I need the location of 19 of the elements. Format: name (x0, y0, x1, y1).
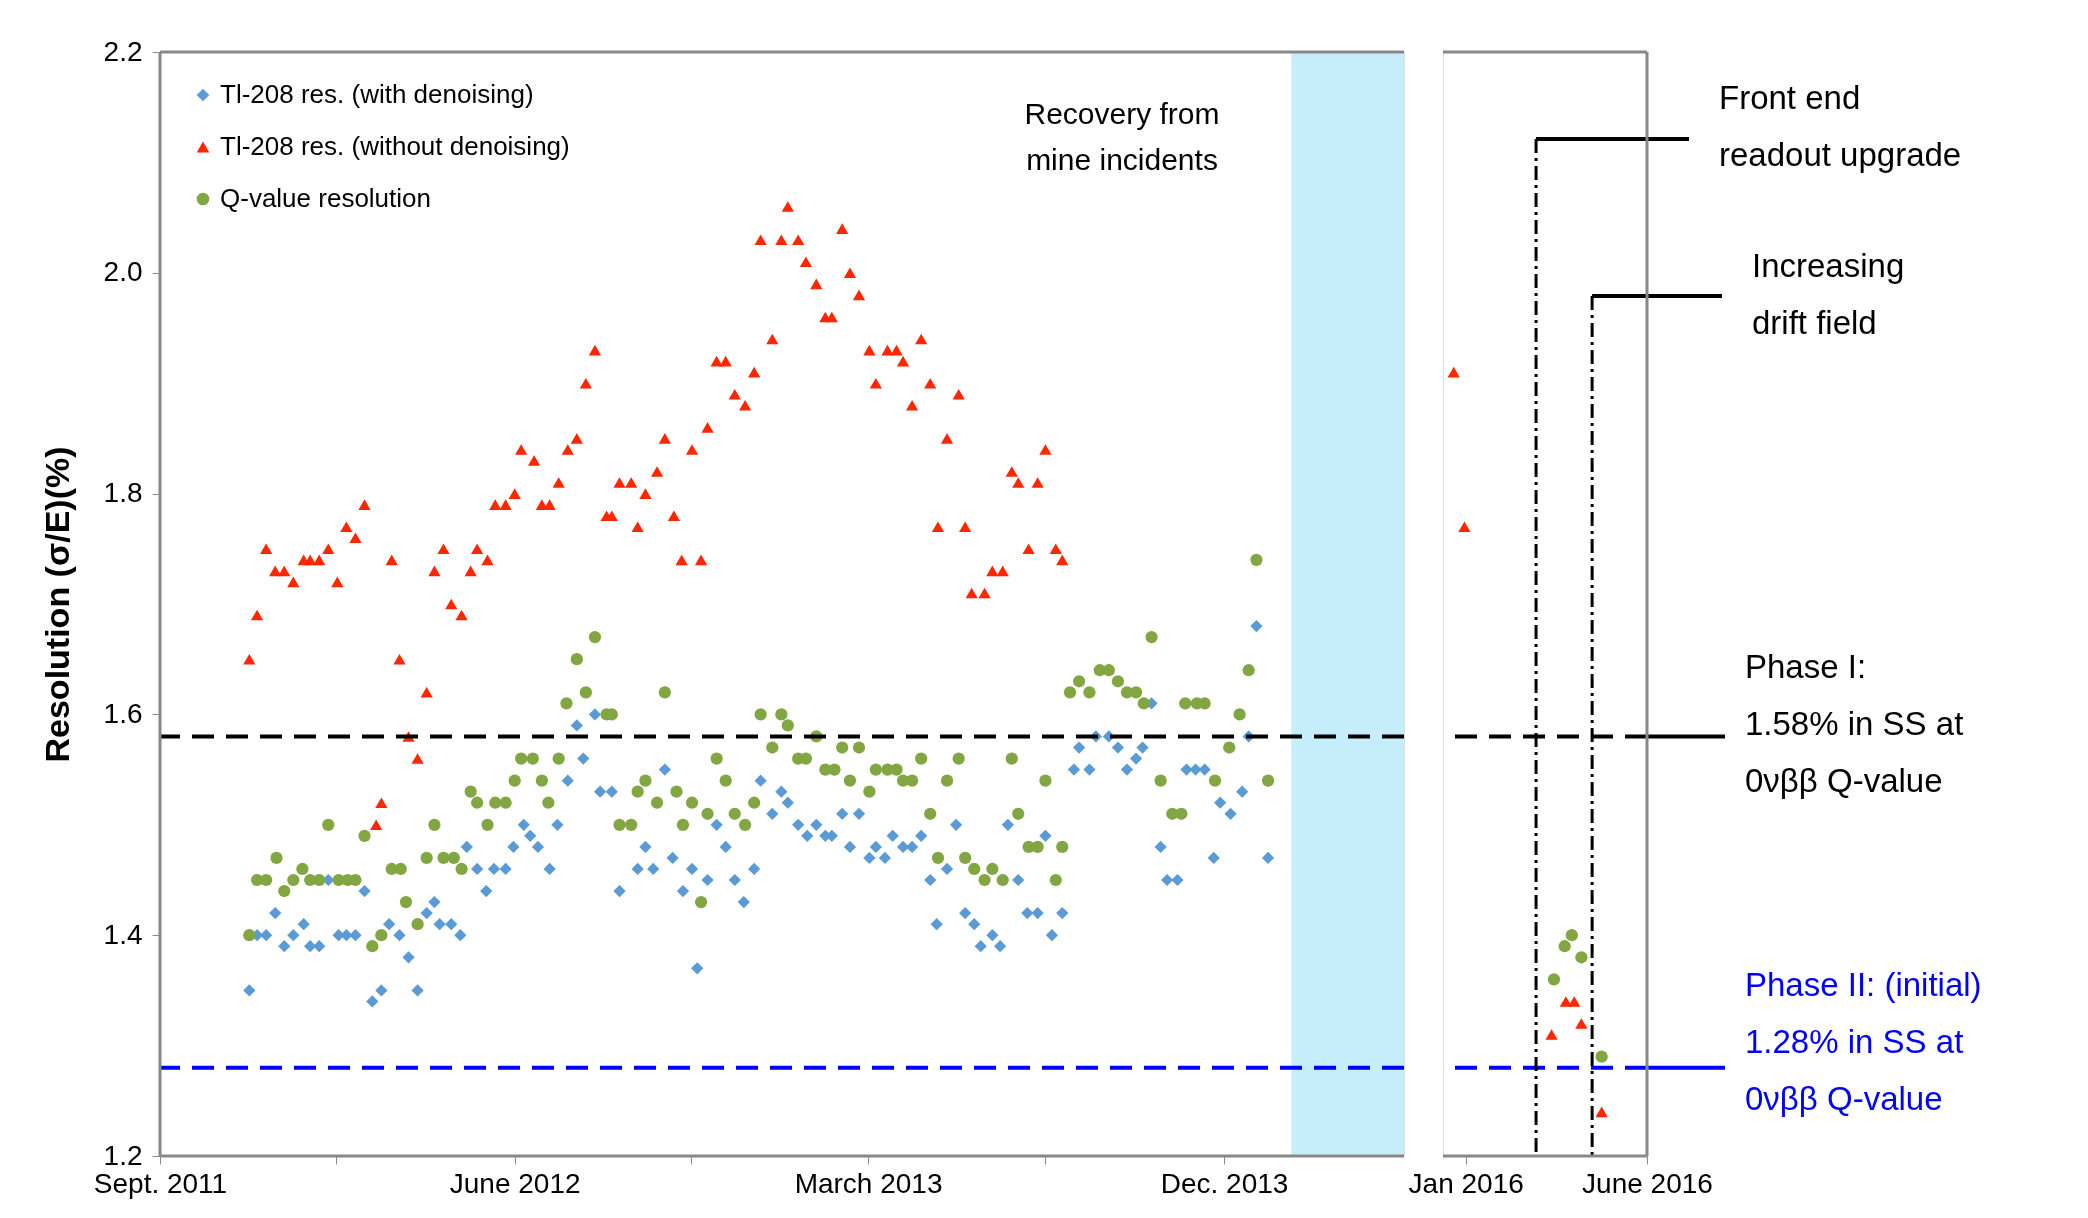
y-tick-label: 2.2 (103, 35, 143, 67)
y-axis-title: Resolution (σ/E)(%) (37, 446, 76, 763)
legend-label: Tl-208 res. (with denoising) (220, 79, 534, 109)
ref-line-label: Phase I: 1.58% in SS at 0νββ Q-value (1745, 648, 1964, 799)
ref-line-label: Increasing drift field (1752, 247, 1905, 341)
ref-line-label: Front end readout upgrade (1719, 79, 1962, 173)
x-tick-label: Dec. 2013 (1160, 1167, 1289, 1199)
y-tick-label: 2.0 (103, 256, 143, 288)
legend-label: Q-value resolution (220, 183, 431, 213)
y-tick-label: 1.6 (103, 697, 143, 729)
y-tick-label: 1.8 (103, 477, 143, 509)
x-tick-label: June 2016 (1582, 1167, 1713, 1199)
legend-label: Tl-208 res. (without denoising) (220, 131, 570, 161)
band-label: Recovery from mine incidents (1024, 97, 1220, 176)
x-tick-label: June 2012 (449, 1167, 581, 1199)
x-tick-label: March 2013 (794, 1167, 943, 1199)
y-tick-label: 1.4 (103, 918, 143, 950)
x-tick-label: Jan 2016 (1408, 1167, 1524, 1199)
ref-line-label: Phase II: (initial) 1.28% in SS at 0νββ Q-value (1745, 966, 1982, 1117)
